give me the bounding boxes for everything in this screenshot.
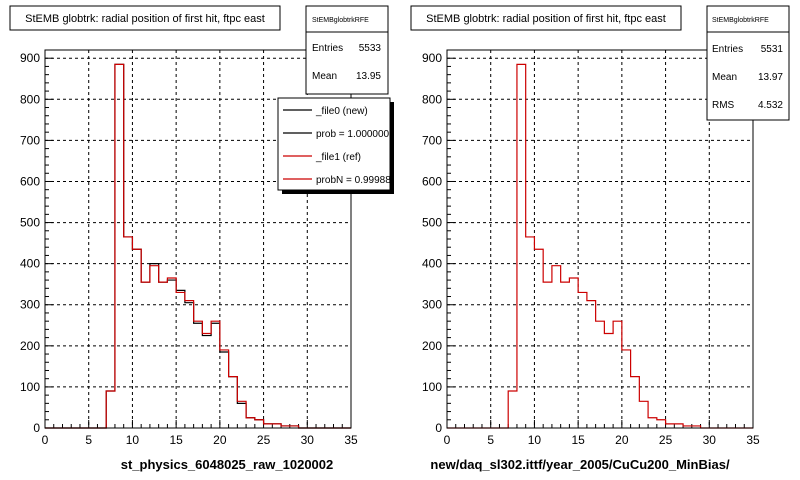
right-pad: StEMB globtrk: radial position of first … xyxy=(410,5,790,472)
left-y-tick-label: 500 xyxy=(20,216,40,230)
right-y-tick-label: 0 xyxy=(435,421,442,435)
left-y-tick-label: 300 xyxy=(20,298,40,312)
right-stats-rms-value: 4.532 xyxy=(758,100,783,111)
right-x-tick-label: 20 xyxy=(615,433,629,447)
left-y-tick-label: 0 xyxy=(33,421,40,435)
left-x-tick-label: 0 xyxy=(42,433,49,447)
right-stats-entries-value: 5531 xyxy=(761,44,784,55)
right-x-tick-label: 10 xyxy=(528,433,542,447)
right-frame xyxy=(446,49,754,429)
left-x-tick-label: 35 xyxy=(344,433,358,447)
right-y-tick-label: 900 xyxy=(422,51,442,65)
right-x-tick-label: 0 xyxy=(444,433,451,447)
right-y-tick-label: 600 xyxy=(422,174,442,188)
left-stats-box: StEMBglobtrkRFE Entries 5533 Mean 13.95 xyxy=(305,5,389,95)
left-legend: _file0 (new) prob = 1.000000 _file1 (ref… xyxy=(277,97,394,194)
legend-label-prob: prob = 1.000000 xyxy=(316,129,390,140)
left-pad: StEMB globtrk: radial position of first … xyxy=(9,5,394,472)
left-series-1-histogram xyxy=(45,63,351,429)
left-x-tick-label: 20 xyxy=(213,433,227,447)
left-frame-overlay xyxy=(44,49,352,429)
left-stats-mean-label: Mean xyxy=(312,71,337,82)
right-x-axis-title: new/daq_sl302.ittf/year_2005/CuCu200_Min… xyxy=(430,457,730,472)
left-x-axis-title: st_physics_6048025_raw_1020002 xyxy=(121,457,334,472)
left-stats-entries-label: Entries xyxy=(312,43,343,54)
right-stats-mean-value: 13.97 xyxy=(758,72,783,83)
left-y-tick-label: 700 xyxy=(20,133,40,147)
right-stats-mean-label: Mean xyxy=(712,72,737,83)
left-title-box: StEMB globtrk: radial position of first … xyxy=(9,5,281,31)
left-stats-name: StEMBglobtrkRFE xyxy=(312,17,369,24)
left-x-tick-label: 25 xyxy=(257,433,271,447)
left-x-tick-label: 10 xyxy=(126,433,140,447)
right-x-tick-label: 30 xyxy=(703,433,717,447)
right-x-tick-label: 25 xyxy=(659,433,673,447)
right-y-tick-label: 500 xyxy=(422,216,442,230)
left-stats-entries-value: 5533 xyxy=(359,43,382,54)
right-stats-rms-label: RMS xyxy=(712,100,735,111)
left-x-tick-label: 15 xyxy=(169,433,183,447)
right-x-tick-label: 5 xyxy=(487,433,494,447)
right-y-tick-label: 300 xyxy=(422,298,442,312)
right-series-0-histogram xyxy=(447,63,753,429)
left-y-tick-label: 100 xyxy=(20,380,40,394)
right-y-tick-label: 200 xyxy=(422,339,442,353)
right-y-tick-label: 800 xyxy=(422,92,442,106)
right-y-tick-label: 100 xyxy=(422,380,442,394)
legend-label-file0: _file0 (new) xyxy=(315,106,368,117)
right-y-tick-label: 700 xyxy=(422,133,442,147)
right-stats-box: StEMBglobtrkRFE Entries 5531 Mean 13.97 … xyxy=(706,5,790,121)
left-x-tick-label: 30 xyxy=(301,433,315,447)
left-y-tick-label: 600 xyxy=(20,174,40,188)
legend-label-file1: _file1 (ref) xyxy=(315,152,361,163)
left-y-tick-label: 900 xyxy=(20,51,40,65)
right-x-tick-label: 15 xyxy=(571,433,585,447)
left-title: StEMB globtrk: radial position of first … xyxy=(25,13,265,25)
left-y-tick-label: 400 xyxy=(20,257,40,271)
right-stats-name: StEMBglobtrkRFE xyxy=(712,17,769,24)
legend-label-probn: probN = 0.99988 xyxy=(316,175,391,186)
right-x-tick-label: 35 xyxy=(746,433,760,447)
right-y-tick-label: 400 xyxy=(422,257,442,271)
left-x-tick-label: 5 xyxy=(85,433,92,447)
left-y-tick-label: 200 xyxy=(20,339,40,353)
right-stats-entries-label: Entries xyxy=(712,44,743,55)
right-frame-overlay xyxy=(446,49,754,429)
right-title: StEMB globtrk: radial position of first … xyxy=(426,13,666,25)
left-y-tick-label: 800 xyxy=(20,92,40,106)
right-title-box: StEMB globtrk: radial position of first … xyxy=(410,5,682,31)
left-stats-mean-value: 13.95 xyxy=(356,71,381,82)
right-plot-area: 0 5 10 15 20 25 30 35 0 100 200 300 400 500 600 700 800 9… xyxy=(422,49,760,447)
